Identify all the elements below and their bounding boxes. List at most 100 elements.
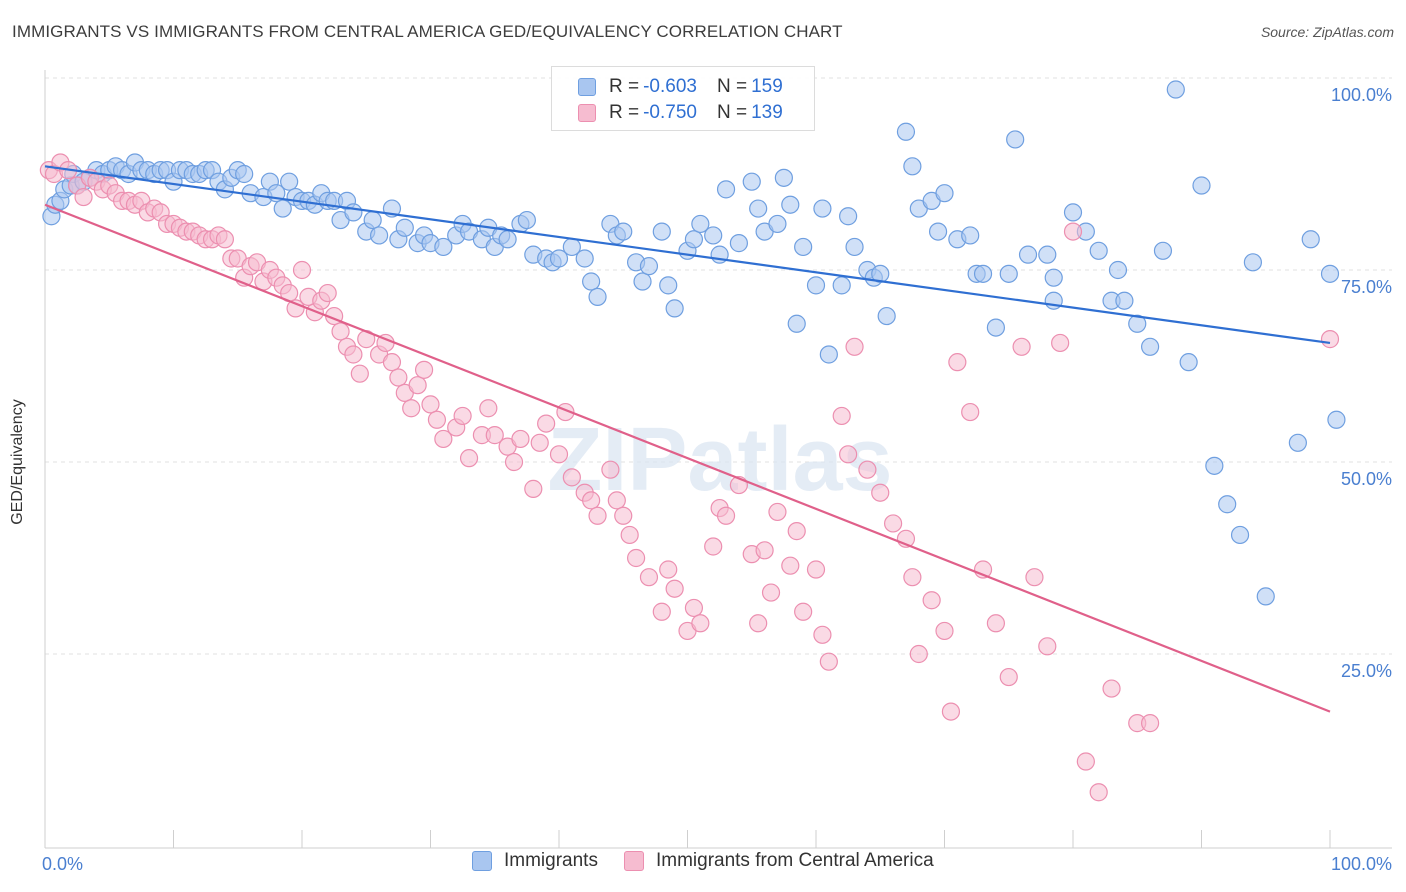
stats-row-central-america: R = -0.750 N = 139 [578,100,783,126]
data-point [485,426,504,445]
stats-row-immigrants: R = -0.603 N = 159 [578,74,783,100]
data-point [961,402,980,422]
data-point [858,460,877,479]
data-point [1256,587,1275,606]
data-point [639,257,659,276]
data-point [1288,433,1307,452]
r-value: -0.603 [643,76,697,97]
data-point [986,318,1006,337]
data-point [1063,222,1083,241]
data-point [787,314,806,333]
data-point [665,299,684,318]
y-tick-label: 100.0% [1331,85,1392,105]
watermark: ZIPatlas [547,410,892,510]
data-point [659,560,678,579]
data-point [511,429,530,449]
data-point [1320,264,1340,283]
x-tick-label: 0.0% [42,854,83,874]
data-point [755,541,774,560]
data-point [1108,260,1128,280]
data-point [1063,203,1083,222]
data-point [504,452,524,472]
data-point [434,237,453,257]
legend-item-central-america[interactable]: Immigrants from Central America [623,850,934,872]
data-point [292,260,312,280]
r-label: R = [609,76,640,97]
data-point [871,264,890,283]
data-point [928,222,948,241]
n-value: 159 [751,76,783,97]
data-point [1218,495,1237,514]
data-point [453,406,472,426]
data-point [781,556,800,575]
data-point [652,602,671,621]
data-point [1205,456,1224,475]
data-point [684,598,704,618]
data-point [1243,253,1263,272]
data-point [999,667,1018,687]
data-point [909,644,928,664]
data-point [704,537,723,556]
data-point [318,283,337,303]
data-point [768,502,787,522]
data-point [832,406,851,426]
data-point [1089,783,1108,802]
legend-item-immigrants[interactable]: Immigrants [472,850,598,872]
data-point [691,214,710,234]
x-tick-label: 100.0% [1331,854,1392,874]
data-point [1128,314,1147,333]
data-point [871,483,890,502]
data-point [1012,337,1031,356]
data-point [344,345,363,364]
data-point [389,368,408,387]
data-point [659,276,678,295]
y-tick-label: 50.0% [1341,469,1392,489]
legend-swatch-blue [472,851,492,871]
data-point [781,195,800,214]
data-point [903,568,922,587]
data-point [1320,330,1340,349]
data-point [999,264,1018,283]
legend-swatch-blue [578,78,596,96]
data-point [395,218,414,237]
data-point [633,272,652,291]
data-point [427,410,447,429]
y-axis-label: GED/Equivalency [9,399,26,525]
series-legend: Immigrants Immigrants from Central Ameri… [472,850,960,872]
data-point [704,226,723,245]
data-point [235,164,254,184]
data-point [749,199,768,218]
data-point [74,187,93,207]
data-point [1179,353,1198,372]
data-point [806,276,826,295]
y-tick-label: 75.0% [1341,277,1392,297]
data-point [1038,637,1057,656]
data-point [652,222,671,241]
data-point [280,172,299,191]
data-point [839,207,858,226]
data-point [601,460,620,479]
data-point [350,364,369,383]
data-point [819,652,838,671]
data-point [845,337,864,356]
data-point [761,583,781,602]
data-point [382,353,402,372]
data-point [363,210,382,230]
data-point [1025,568,1044,587]
data-point [665,579,684,598]
data-point [742,172,761,191]
data-point [1230,525,1250,545]
data-point [408,376,427,395]
data-point [716,506,736,525]
data-point [794,602,813,621]
data-point [794,237,813,257]
data-point [1327,410,1346,429]
y-tick-label: 25.0% [1341,661,1392,681]
data-point [614,506,633,525]
data-point [845,237,864,257]
data-point [626,548,646,568]
data-point [1051,333,1070,353]
data-point [839,445,858,464]
data-point [459,449,479,468]
